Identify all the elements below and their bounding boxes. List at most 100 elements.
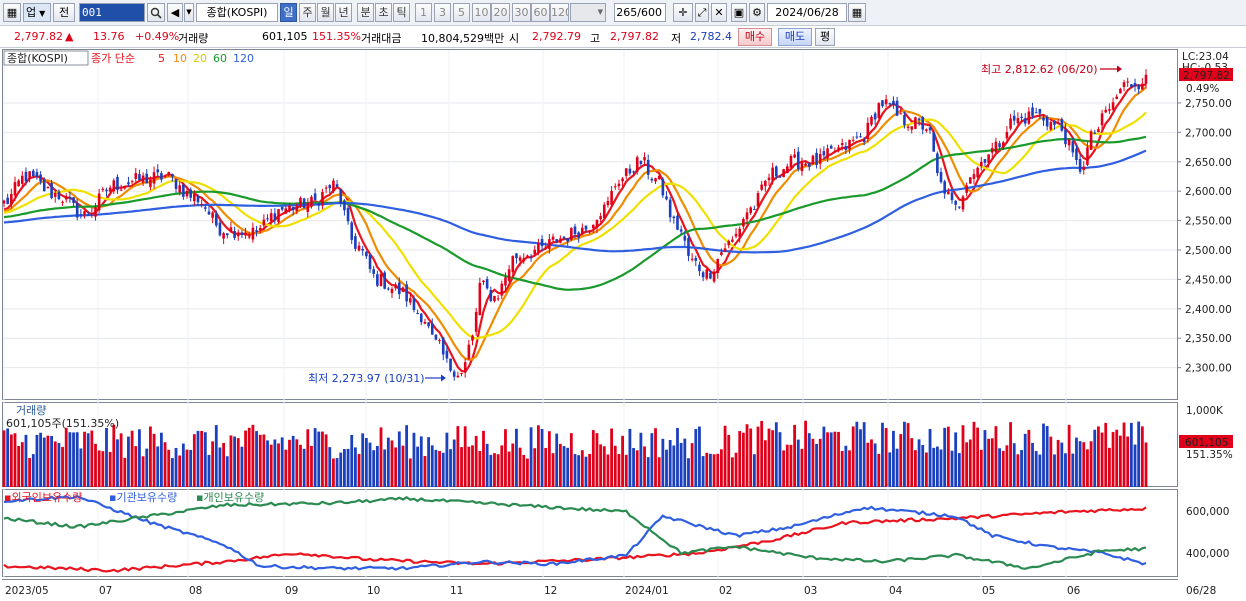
candle-body — [742, 218, 745, 227]
save-icon[interactable]: ▣ — [731, 3, 747, 22]
volume-bar — [720, 449, 723, 487]
candle-body — [551, 236, 555, 240]
volume-bar — [138, 429, 141, 487]
interval-button-0[interactable]: 1 — [415, 3, 432, 22]
volume-bar — [672, 445, 676, 487]
market-select[interactable]: 업 ▼ — [23, 3, 51, 22]
volume-bar — [851, 426, 855, 487]
interval-button-6[interactable]: 60 — [531, 3, 550, 22]
chevron-down-icon[interactable]: ▼ — [184, 3, 194, 22]
interval-button-5[interactable]: 30 — [512, 3, 531, 22]
count-display[interactable]: 265/600 — [614, 3, 666, 22]
volume-bar — [427, 437, 430, 487]
candle-body — [441, 337, 445, 355]
volume-bar — [68, 432, 72, 487]
calendar-icon[interactable]: ▦ — [848, 3, 866, 22]
crosshair-icon[interactable]: ✛ — [673, 3, 693, 22]
volume-bar — [529, 427, 533, 487]
interval-button-1[interactable]: 3 — [434, 3, 451, 22]
speaker-icon[interactable]: ◀ — [167, 3, 183, 22]
volume-last-tag: 601,105 — [1185, 437, 1228, 449]
candle-body — [416, 312, 419, 315]
tab-period-6[interactable]: 틱 — [393, 3, 410, 22]
x-axis-labels: 2023/05 07 08 09 10 11 12 2024/01 02 03 04 05 06 06/2… — [5, 585, 1216, 597]
volume-bar — [152, 433, 156, 487]
volume-bar — [910, 438, 914, 487]
candle-body — [53, 192, 57, 197]
code-input[interactable]: 001 — [79, 3, 145, 22]
window-icon[interactable]: ▦ — [3, 3, 21, 22]
volume-bar — [822, 426, 826, 487]
candle-body — [1122, 82, 1126, 87]
tab-period-4[interactable]: 분 — [357, 3, 374, 22]
crosshair-icon[interactable]: ✕ — [711, 3, 727, 22]
candle-body — [522, 258, 526, 262]
candle-body — [35, 172, 39, 178]
eval-button[interactable]: 평 — [815, 28, 835, 46]
tab-period-2[interactable]: 월 — [317, 3, 334, 22]
candle-body — [229, 227, 233, 232]
volume-bar — [679, 442, 683, 487]
volume-bar — [251, 424, 255, 487]
volume-bar — [979, 449, 983, 487]
candle-body — [1053, 120, 1056, 125]
amount-value: 10,804,529백만 — [421, 32, 505, 45]
volume-bar — [419, 436, 423, 487]
volume-bar — [262, 434, 266, 487]
volume-bar — [518, 447, 522, 487]
candle-body — [496, 298, 500, 300]
candle-body — [1097, 129, 1100, 133]
candle-body — [1104, 109, 1108, 113]
volume-bar — [617, 453, 621, 487]
volume-bar — [141, 456, 145, 487]
candle-body — [961, 196, 965, 210]
prev-button[interactable]: 전 — [53, 3, 75, 22]
volume-bar — [504, 429, 507, 487]
buy-button[interactable]: 매수 — [738, 28, 772, 46]
volume-bar — [467, 446, 471, 487]
volume-bar — [698, 426, 701, 487]
tab-period-3[interactable]: 년 — [335, 3, 352, 22]
low-label: 저 — [671, 32, 682, 45]
candle-body — [79, 214, 83, 216]
tab-period-1[interactable]: 주 — [299, 3, 316, 22]
interval-dropdown[interactable]: ▼ — [570, 3, 606, 22]
candle-body — [533, 249, 537, 255]
candle-body — [643, 157, 646, 161]
x-tick-label-10: 04 — [889, 585, 903, 597]
candle-body — [782, 169, 785, 178]
volume-bar — [657, 457, 661, 487]
search-icon[interactable] — [147, 3, 165, 22]
volume-bar — [1067, 424, 1071, 487]
interval-button-7[interactable]: 120 — [550, 3, 569, 22]
candle-body — [306, 202, 310, 212]
volume-bar — [639, 432, 643, 487]
candle-body — [632, 171, 635, 173]
volume-bar — [24, 434, 28, 487]
volume-bar — [310, 445, 313, 487]
candle-body — [877, 103, 881, 118]
date-input[interactable]: 2024/06/28 — [767, 3, 847, 22]
volume-bar — [412, 432, 416, 487]
candle-body — [756, 193, 760, 207]
candle-body — [987, 154, 990, 163]
chart-canvas[interactable]: 2,750.00 2,700.00 2,650.00 2,600.00 2,550.00… — [0, 48, 1246, 601]
candle-body — [438, 340, 441, 342]
tab-period-0[interactable]: 일 — [280, 3, 297, 22]
candle-body — [829, 145, 833, 149]
interval-button-2[interactable]: 5 — [453, 3, 470, 22]
candle-body — [606, 201, 610, 206]
tab-period-5[interactable]: 초 — [375, 3, 392, 22]
candle-body — [339, 189, 343, 204]
x-tick-label-last: 06/28 — [1186, 585, 1216, 597]
candle-body — [573, 226, 577, 235]
candle-body — [811, 155, 815, 165]
volume-bar — [386, 437, 390, 487]
stock-chart[interactable]: 2,750.00 2,700.00 2,650.00 2,600.00 2,550.00… — [0, 48, 1246, 601]
interval-button-3[interactable]: 10 — [472, 3, 491, 22]
candle-body — [350, 222, 354, 240]
interval-button-4[interactable]: 20 — [491, 3, 510, 22]
gear-icon[interactable]: ⚙ — [749, 3, 765, 22]
sell-button[interactable]: 매도 — [778, 28, 812, 46]
zoom-icon[interactable]: ⤢ — [695, 3, 709, 22]
